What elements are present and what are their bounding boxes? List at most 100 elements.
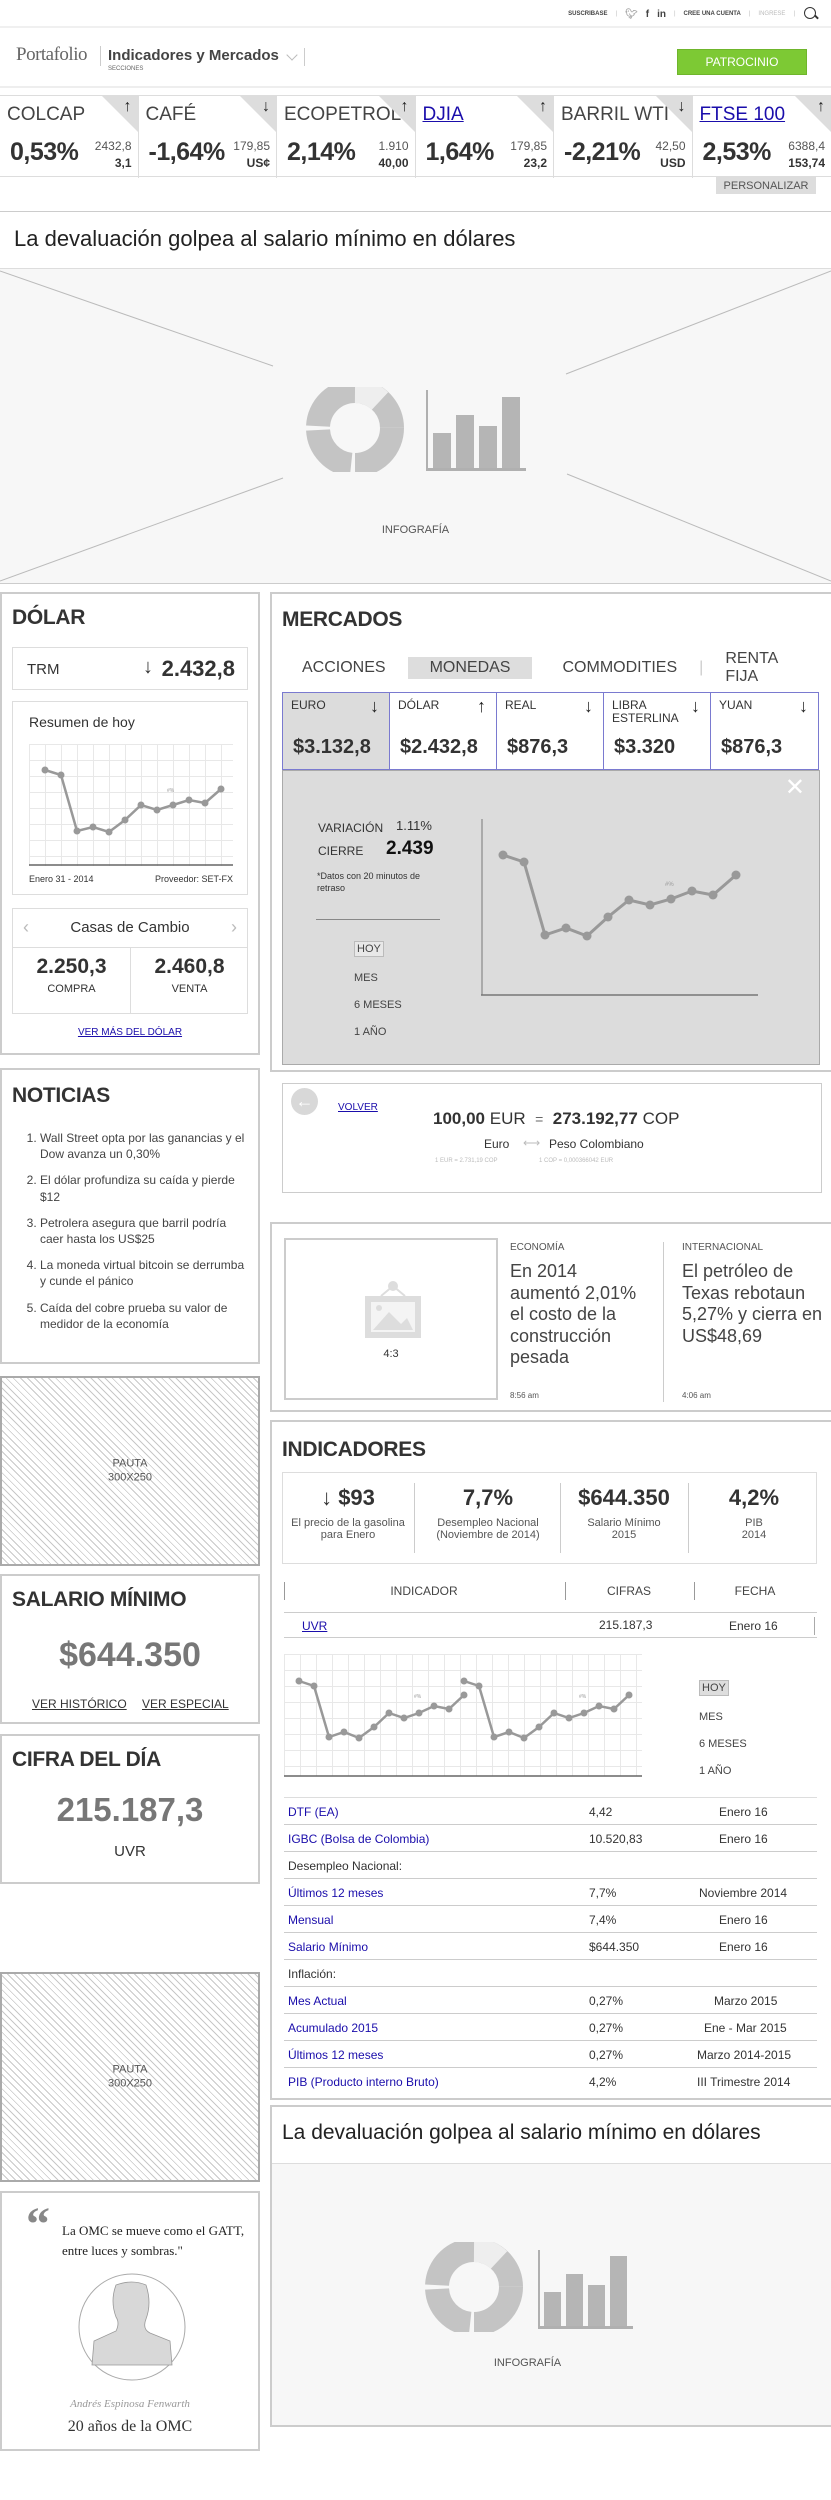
table-row[interactable]: Mes Actual 0,27% Marzo 2015	[284, 1987, 817, 2014]
close-icon[interactable]: ✕	[784, 774, 805, 801]
create-account-link[interactable]: CREE UNA CUENTA	[683, 11, 741, 17]
ticker-item[interactable]: ↑ FTSE 100 2,53% 6388,4 153,74	[693, 96, 831, 178]
salario-value: $644.350	[59, 1636, 201, 1674]
currency-dolar[interactable]: DÓLAR ↑ $2.432,8	[389, 692, 496, 770]
infographic-label: INFOGRAFÍA	[381, 524, 450, 536]
row-name-link[interactable]: Mes Actual	[288, 1994, 347, 2008]
arrow-down-icon: ↓	[370, 696, 379, 716]
period-hoy[interactable]: HOY	[354, 941, 384, 957]
news-item[interactable]: La moneda virtual bitcoin se derrumba y …	[40, 1257, 245, 1289]
row-name-link[interactable]: Mensual	[288, 1913, 334, 1927]
news-item[interactable]: Wall Street opta por las ganancias y el …	[40, 1130, 245, 1162]
ticker-item[interactable]: ↓ CAFÉ -1,64% 179,85 US¢	[139, 96, 277, 178]
infographic-title[interactable]: La devaluación golpea al salario mínimo …	[272, 2107, 831, 2164]
news-headline[interactable]: En 2014 aumentó 2,01% el costo de la con…	[510, 1261, 637, 1368]
currency-libra[interactable]: LIBRA ESTERLINA ↓ $3.320	[603, 692, 710, 770]
ticker-item[interactable]: ↓ BARRIL WTI -2,21% 42,50 USD	[554, 96, 693, 178]
row-name-link[interactable]: IGBC (Bolsa de Colombia)	[288, 1832, 430, 1846]
chevron-left-icon[interactable]: ‹	[23, 917, 29, 937]
table-row[interactable]: Acumulado 2015 0,27% Ene - Mar 2015	[284, 2014, 817, 2041]
row-name-link[interactable]: Acumulado 2015	[288, 2021, 379, 2035]
ad-placeholder[interactable]: PAUTA 300X250	[0, 1376, 260, 1566]
divider	[565, 1582, 566, 1600]
infographic-title[interactable]: La devaluación golpea al salario mínimo …	[0, 212, 831, 269]
ad-placeholder[interactable]: PAUTA 300X250	[0, 1972, 260, 2182]
table-row[interactable]: Salario Mínimo $644.350 Enero 16	[284, 1933, 817, 1960]
news-headline[interactable]: El petróleo de Texas rebotaun 5,27% y ci…	[682, 1261, 823, 1346]
period-1-ano[interactable]: 1 AÑO	[699, 1765, 732, 1777]
ticker-item[interactable]: ↑ ECOPETROL 2,14% 1.910 40,00	[277, 96, 416, 178]
period-1-ano[interactable]: 1 AÑO	[354, 1026, 387, 1038]
arrow-down-icon: ↓	[691, 696, 700, 716]
ticker-item[interactable]: ↑ COLCAP 0,53% 2432,8 3,1	[0, 96, 139, 178]
table-row[interactable]: DTF (EA) 4,42 Enero 16	[284, 1798, 817, 1825]
ver-especial-link[interactable]: VER ESPECIAL	[142, 1697, 229, 1711]
login-link[interactable]: INGRESE	[758, 11, 786, 17]
table-row[interactable]: IGBC (Bolsa de Colombia) 10.520,83 Enero 1…	[284, 1825, 817, 1852]
infographic-top[interactable]: La devaluación golpea al salario mínimo …	[0, 211, 831, 584]
sections-label[interactable]: SECCIONES	[108, 66, 144, 72]
image-placeholder[interactable]: 4:3	[284, 1238, 498, 1400]
table-row[interactable]: Últimos 12 meses 0,27% Marzo 2014-2015	[284, 2041, 817, 2068]
tab-commodities[interactable]: COMMODITIES	[562, 659, 678, 676]
logo[interactable]: Portafolio	[16, 44, 88, 65]
table-row[interactable]: Últimos 12 meses 7,7% Noviembre 2014	[284, 1879, 817, 1906]
row-name-link[interactable]: DTF (EA)	[288, 1805, 339, 1819]
table-row[interactable]: UVR 215.187,3 Enero 16	[284, 1612, 817, 1638]
tab-monedas[interactable]: MONEDAS	[407, 657, 533, 679]
news-item[interactable]: Caída del cobre prueba su valor de medid…	[40, 1300, 245, 1332]
period-6-meses[interactable]: 6 MESES	[699, 1738, 747, 1750]
currency-real[interactable]: REAL ↓ $876,3	[496, 692, 603, 770]
news-card[interactable]: ECONOMÍA En 2014 aumentó 2,01% el costo …	[510, 1242, 650, 1400]
infographic-placeholder: INFOGRAFÍA	[0, 269, 831, 583]
divider	[694, 1582, 695, 1600]
ticker-name-link[interactable]: DJIA	[422, 104, 464, 125]
chevron-right-icon[interactable]: ›	[231, 917, 237, 937]
salario-card: SALARIO MÍNIMO $644.350 VER HISTÓRICO VE…	[0, 1574, 260, 1724]
divider	[130, 947, 131, 1014]
quote-card[interactable]: “ La OMC se mueve como el GATT, entre lu…	[0, 2191, 260, 2451]
row-name-link[interactable]: PIB (Producto interno Bruto)	[288, 2075, 439, 2089]
news-card[interactable]: INTERNACIONAL El petróleo de Texas rebot…	[682, 1242, 827, 1400]
subscribe-link[interactable]: SUSCRIBASE	[568, 11, 608, 17]
period-mes[interactable]: MES	[699, 1711, 723, 1723]
period-mes[interactable]: MES	[354, 972, 378, 984]
row-name-link[interactable]: Salario Mínimo	[288, 1940, 369, 1954]
tab-renta-fija[interactable]: RENTA FIJA	[725, 650, 778, 685]
volver-link[interactable]: VOLVER	[338, 1102, 378, 1113]
chevron-down-icon[interactable]	[286, 49, 298, 61]
twitter-icon[interactable]: 🐦︎	[625, 8, 638, 20]
linkedin-icon[interactable]: in	[657, 8, 666, 20]
period-6-meses[interactable]: 6 MESES	[354, 999, 402, 1011]
row-name-link[interactable]: Últimos 12 meses	[288, 2048, 384, 2062]
currency-yuan[interactable]: YUAN ↓ $876,3	[710, 692, 819, 770]
from-code: EUR	[489, 1109, 526, 1128]
divider	[284, 1582, 285, 1600]
news-item[interactable]: Petrolera asegura que barril podría caer…	[40, 1215, 245, 1247]
image-ratio: 4:3	[383, 1348, 399, 1360]
sponsor-button[interactable]: PATROCINIO	[677, 49, 807, 75]
table-row[interactable]: PIB (Producto interno Bruto) 4,2% III Trim…	[284, 2068, 817, 2095]
row-value: 10.520,83	[589, 1832, 643, 1846]
search-icon[interactable]	[803, 6, 819, 22]
back-arrow-icon[interactable]: ←	[291, 1088, 318, 1115]
facebook-icon[interactable]: f	[645, 8, 650, 20]
compra-value: 2.250,3	[36, 955, 107, 978]
customize-button[interactable]: PERSONALIZAR	[716, 177, 816, 194]
row-name-link[interactable]: Últimos 12 meses	[288, 1886, 384, 1900]
casas-title: Casas de Cambio	[70, 919, 190, 936]
infographic-bottom[interactable]: La devaluación golpea al salario mínimo …	[270, 2105, 831, 2427]
dolar-title: DÓLAR	[12, 606, 86, 629]
ticker-item[interactable]: ↑ DJIA 1,64% 179,85 23,2	[416, 96, 554, 178]
tab-acciones[interactable]: ACCIONES	[302, 659, 386, 676]
news-item[interactable]: El dólar profundiza su caída y pierde $1…	[40, 1172, 245, 1204]
uvr-link[interactable]: UVR	[302, 1619, 328, 1633]
ver-mas-dolar-link[interactable]: VER MÁS DEL DÓLAR	[77, 1027, 183, 1038]
period-hoy[interactable]: HOY	[699, 1680, 729, 1696]
ticker-name: ECOPETROL	[284, 104, 402, 125]
swap-icon[interactable]: ⟷	[523, 1136, 541, 1150]
ticker-name-link[interactable]: FTSE 100	[699, 104, 786, 125]
currency-euro[interactable]: EURO ↓ $3.132,8	[282, 692, 389, 770]
table-row[interactable]: Mensual 7,4% Enero 16	[284, 1906, 817, 1933]
ver-historico-link[interactable]: VER HISTÓRICO	[32, 1697, 127, 1711]
